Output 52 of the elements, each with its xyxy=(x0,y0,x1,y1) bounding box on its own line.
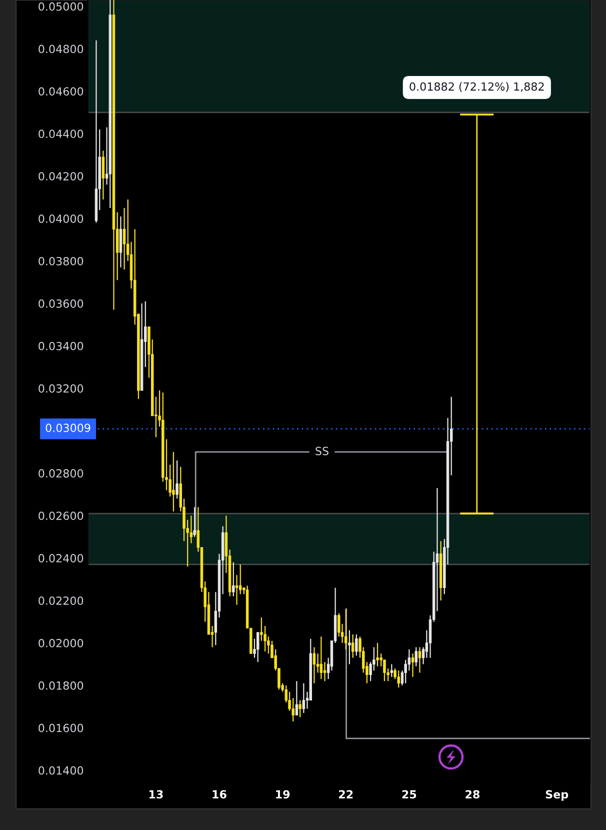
y-tick-label: 0.05000 xyxy=(38,2,84,11)
y-tick-label: 0.02600 xyxy=(38,512,84,520)
candlestick xyxy=(376,642,379,667)
y-tick-label: 0.02800 xyxy=(38,469,84,478)
candlestick xyxy=(411,653,414,678)
y-tick-label: 0.02000 xyxy=(38,638,84,648)
y-tick-label: 0.03600 xyxy=(38,299,84,308)
candlestick xyxy=(119,216,122,268)
x-tick-label: 19 xyxy=(276,790,290,799)
candlestick xyxy=(323,661,326,682)
y-tick-label: 0.04800 xyxy=(38,44,84,54)
candlestick xyxy=(348,630,351,665)
y-tick-label: 0.04400 xyxy=(38,130,84,138)
candlestick xyxy=(295,680,298,716)
y-tick-label: 0.01600 xyxy=(38,724,84,732)
y-tick-label: 0.02400 xyxy=(38,554,84,562)
y-tick-label: 0.03800 xyxy=(38,256,84,266)
y-tick-label: 0.04000 xyxy=(38,214,84,223)
x-tick-label: 16 xyxy=(212,790,226,799)
y-tick-label: 0.02200 xyxy=(38,596,84,605)
candlestick xyxy=(122,207,126,270)
y-tick-label: 0.04200 xyxy=(38,172,84,180)
y-tick-label: 0.03400 xyxy=(38,342,84,350)
y-tick-label: 0.03200 xyxy=(38,384,84,393)
candlestick xyxy=(390,664,394,678)
candlestick xyxy=(256,632,260,663)
candlestick xyxy=(298,700,302,718)
candlestick xyxy=(397,670,400,688)
candlestick xyxy=(344,608,348,650)
candlestick xyxy=(302,682,306,714)
candlestick xyxy=(418,646,422,674)
y-tick-label: 0.01800 xyxy=(38,681,84,690)
annotation: 0.01882 (72.12%) 1,882 xyxy=(410,82,544,92)
x-tick-label: Sep xyxy=(546,790,568,801)
candlestick xyxy=(355,634,358,656)
candlestick xyxy=(351,634,354,658)
y-tick-label: 0.04600 xyxy=(38,87,84,96)
x-tick-label: 22 xyxy=(339,790,353,798)
candlestick xyxy=(320,636,323,680)
x-tick-label: 13 xyxy=(149,790,163,799)
candlestick xyxy=(414,646,418,667)
x-tick-label: 28 xyxy=(466,790,480,799)
candlestick xyxy=(232,562,235,597)
y-tick-label: 0.01400 xyxy=(38,766,84,775)
candlestick xyxy=(176,460,178,500)
candlestick xyxy=(172,451,175,512)
candlestick xyxy=(312,646,316,684)
candlestick xyxy=(193,506,196,538)
x-tick-label: 25 xyxy=(402,790,416,799)
annotation: SS xyxy=(316,446,328,456)
candlestick xyxy=(102,150,105,200)
ref-line-label: 0.03009 xyxy=(46,424,90,432)
